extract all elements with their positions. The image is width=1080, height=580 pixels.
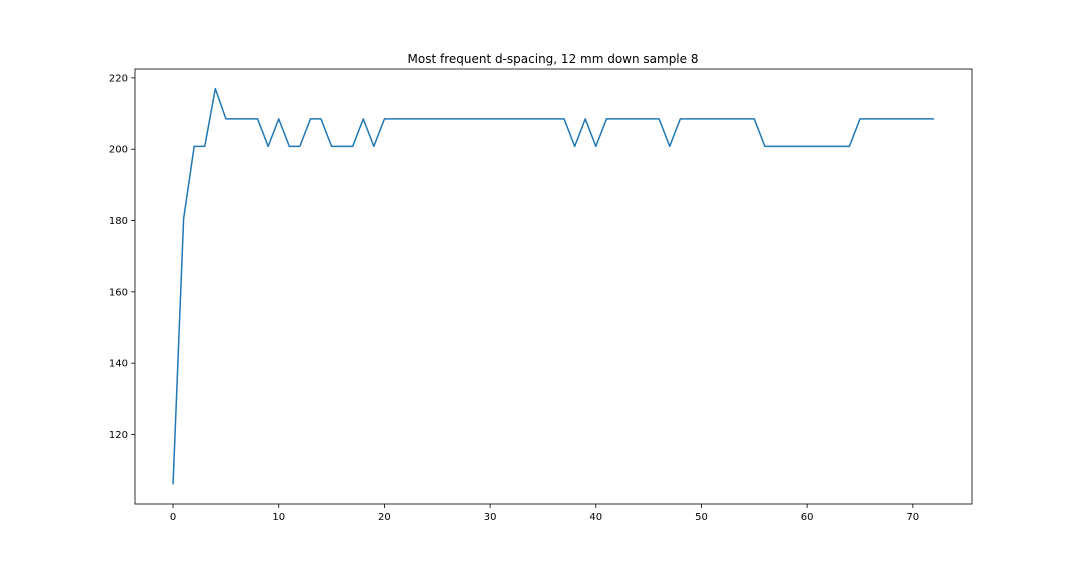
y-tick-label: 160	[109, 287, 128, 298]
series-line	[172, 87, 934, 485]
x-tick-label: 40	[589, 512, 602, 523]
x-tick-label: 50	[695, 512, 708, 523]
x-tick-label: 70	[906, 512, 919, 523]
y-tick-label: 140	[109, 359, 128, 370]
y-tick-label: 200	[109, 145, 128, 156]
axes: 0 10 20 30 40 50 60 70 120 140 160 180 200 220	[109, 73, 919, 523]
plot-area	[172, 87, 934, 485]
y-tick-label: 120	[109, 430, 128, 441]
plot-frame	[134, 68, 973, 505]
x-tick-label: 30	[484, 512, 497, 523]
x-tick-label: 10	[272, 512, 285, 523]
y-tick-label: 180	[109, 216, 128, 227]
chart-title: Most frequent d-spacing, 12 mm down samp…	[408, 52, 699, 66]
x-tick-label: 0	[170, 512, 176, 523]
x-tick-label: 20	[378, 512, 391, 523]
y-tick-label: 220	[109, 73, 128, 84]
x-tick-label: 60	[801, 512, 814, 523]
